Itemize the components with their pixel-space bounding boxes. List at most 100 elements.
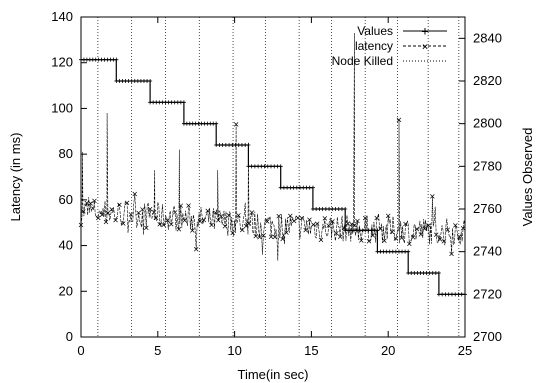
latency-point <box>201 217 207 223</box>
latency-point <box>120 221 126 226</box>
latency-point <box>433 232 439 237</box>
y2-tick-label: 2700 <box>473 329 502 344</box>
latency-line <box>80 32 466 261</box>
latency-point <box>151 210 157 215</box>
y2-tick-label: 2760 <box>473 201 502 216</box>
legend-label-node-killed: Node Killed <box>332 54 393 68</box>
latency-point <box>218 214 224 219</box>
x-tick-label: 5 <box>154 343 161 358</box>
latency-point <box>337 234 343 240</box>
latency-point <box>393 236 399 241</box>
latency-point <box>288 213 293 219</box>
latency-point <box>399 235 404 241</box>
y2-tick-label: 2840 <box>473 30 502 45</box>
y2-tick-label: 2720 <box>473 286 502 301</box>
latency-point <box>161 222 166 228</box>
values-point <box>246 143 251 147</box>
latency-point <box>303 227 308 233</box>
y-tick-label: 60 <box>59 192 73 207</box>
latency-point <box>311 222 316 227</box>
values-series <box>79 57 467 297</box>
latency-point <box>456 234 462 239</box>
latency-point <box>334 231 339 236</box>
latency-point <box>176 227 182 232</box>
latency-point <box>453 223 458 228</box>
latency-point <box>88 201 93 206</box>
y-tick-label: 80 <box>59 146 73 161</box>
latency-point <box>460 226 466 231</box>
latency-point <box>291 218 297 224</box>
y-tick-label: 0 <box>66 329 73 344</box>
latency-point <box>382 238 387 244</box>
y-tick-label: 40 <box>59 238 73 253</box>
latency-point <box>113 217 118 223</box>
axis-ticks <box>80 16 466 338</box>
latency-point <box>165 218 170 223</box>
latency-point <box>249 210 255 215</box>
latency-point <box>236 213 241 218</box>
latency-point <box>103 219 109 225</box>
latency-point <box>193 246 199 252</box>
latency-point <box>268 234 274 240</box>
node-killed-lines <box>97 17 460 337</box>
latency-point <box>132 191 138 197</box>
latency-point <box>257 234 262 240</box>
latency-point <box>81 209 86 214</box>
latency-point <box>385 213 391 219</box>
y2-tick-label: 2820 <box>473 73 502 88</box>
latency-point <box>322 216 328 221</box>
latency-point <box>197 219 203 224</box>
latency-point <box>109 207 114 212</box>
latency-point <box>182 218 187 223</box>
plot-frame <box>80 16 466 338</box>
latency-point <box>307 217 312 222</box>
values-point <box>343 207 348 211</box>
values-point <box>436 271 441 275</box>
y-tick-label: 140 <box>51 9 73 24</box>
latency-point <box>284 230 289 235</box>
latency-point <box>389 229 395 235</box>
latency-point <box>295 215 301 221</box>
latency-point <box>147 206 153 212</box>
latency-point <box>157 222 162 227</box>
y-tick-label: 20 <box>59 283 73 298</box>
latency-point <box>299 215 305 221</box>
latency-point <box>240 227 245 233</box>
x-tick-label: 0 <box>77 343 84 358</box>
latency-point <box>362 215 368 221</box>
latency-point <box>226 213 232 218</box>
latency-point <box>253 233 258 239</box>
latency-point <box>410 235 416 240</box>
latency-point <box>280 236 285 242</box>
latency-point <box>345 221 351 226</box>
latency-point <box>352 222 357 228</box>
latency-point <box>422 226 427 232</box>
latency-point <box>396 117 402 123</box>
latency-point <box>276 213 282 219</box>
latency-point <box>222 224 228 229</box>
latency-series <box>78 32 466 261</box>
values-point <box>278 164 283 169</box>
latency-point <box>153 215 159 221</box>
latency-point <box>426 223 431 228</box>
latency-point <box>445 227 450 232</box>
latency-point <box>366 239 372 244</box>
latency-point <box>326 223 331 228</box>
latency-point <box>96 215 101 221</box>
latency-point <box>178 203 184 208</box>
latency-point <box>205 208 210 214</box>
y-axis-title: Latency (in ms) <box>8 133 23 222</box>
y-tick-label: 120 <box>51 55 73 70</box>
latency-point <box>407 241 412 247</box>
latency-point <box>213 210 218 216</box>
latency-point <box>437 237 443 242</box>
latency-point <box>349 222 354 227</box>
legend: Values + latency × Node Killed <box>332 24 447 68</box>
latency-point <box>374 215 379 221</box>
latency-point <box>105 210 111 216</box>
latency-point <box>216 218 221 223</box>
latency-point <box>128 212 134 217</box>
latency-point <box>355 218 360 224</box>
x-tick-label: 20 <box>381 343 395 358</box>
latency-point <box>403 221 408 227</box>
